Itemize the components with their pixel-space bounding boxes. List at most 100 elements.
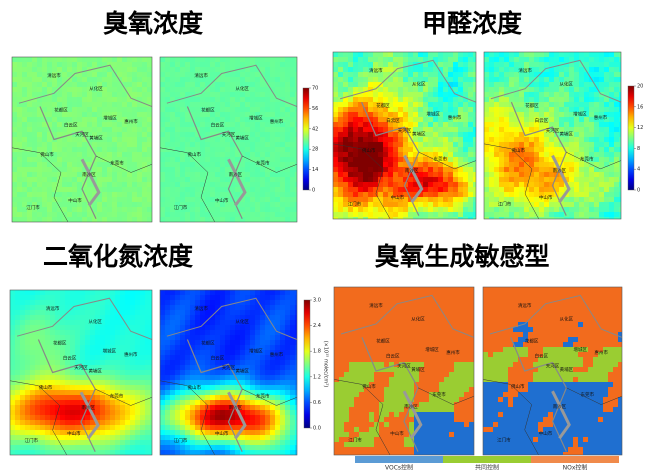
map-cell [45, 350, 51, 356]
map-cell [60, 380, 66, 386]
map-cell [519, 217, 525, 219]
map-cell [373, 167, 379, 173]
map-cell [489, 157, 495, 163]
map-cell [509, 177, 515, 183]
map-cell [534, 107, 540, 113]
map-cell [398, 127, 404, 133]
map-cell [32, 197, 38, 203]
map-cell [554, 137, 560, 143]
map-cell [137, 67, 143, 73]
map-cell [270, 92, 276, 98]
map-cell [468, 52, 474, 58]
map-cell [443, 97, 449, 103]
map-cell [519, 92, 525, 98]
map-cell [260, 112, 266, 118]
map-cell [468, 182, 474, 188]
map-cell [270, 162, 276, 168]
map-cell [230, 92, 236, 98]
map-cell [195, 102, 201, 108]
map-cell [438, 52, 444, 58]
map-cell [534, 52, 540, 58]
map-cell [42, 62, 48, 68]
map-cell [549, 197, 555, 203]
map-cell [65, 440, 71, 446]
map-cell [205, 92, 211, 98]
map-cell [25, 355, 31, 361]
map-cell [499, 167, 505, 173]
map-cell [408, 77, 414, 83]
map-cell [393, 182, 399, 188]
map-cell [165, 197, 171, 203]
map-cell [95, 430, 101, 436]
map-cell [290, 217, 296, 222]
map-cell [50, 340, 56, 346]
map-cell [240, 300, 246, 306]
map-cell [569, 112, 575, 118]
map-cell [245, 197, 251, 203]
map-cell [210, 152, 216, 158]
map-cell [448, 162, 454, 168]
map-cell [250, 290, 256, 296]
map-cell [147, 137, 152, 143]
map-cell [72, 217, 78, 222]
map-cell [574, 202, 580, 208]
map-cell [240, 177, 246, 183]
map-cell [295, 295, 297, 301]
map-cell [102, 157, 108, 163]
map-cell [67, 187, 73, 193]
map-cell [529, 67, 535, 73]
map-cell [235, 152, 241, 158]
map-cell [220, 77, 226, 83]
map-cell [609, 162, 615, 168]
map-cell [579, 182, 585, 188]
map-cell [338, 212, 344, 218]
map-cell [107, 67, 113, 73]
map-cell [75, 365, 81, 371]
map-cell [363, 137, 369, 143]
map-cell [333, 157, 339, 163]
map-cell [10, 350, 16, 356]
map-cell [147, 192, 152, 198]
map-cell [539, 132, 545, 138]
map-cell [135, 385, 141, 391]
map-cell [413, 57, 419, 63]
map-cell [250, 87, 256, 93]
map-cell [127, 57, 133, 63]
map-cell [594, 157, 600, 163]
map-cell [604, 67, 610, 73]
map-cell [15, 330, 21, 336]
map-cell [504, 107, 510, 113]
map-cell [70, 390, 76, 396]
map-cell [514, 82, 520, 88]
map-cell [27, 217, 33, 222]
map-cell [122, 97, 128, 103]
map-cell [147, 207, 152, 213]
map-cell [115, 435, 121, 441]
map-cell [579, 202, 585, 208]
map-cell [413, 132, 419, 138]
map-cell [539, 177, 545, 183]
map-cell [463, 77, 469, 83]
map-cell [494, 212, 500, 218]
map-cell [559, 152, 565, 158]
map-cell [32, 132, 38, 138]
city-label: 增城区 [103, 348, 117, 355]
map-cell [122, 72, 128, 78]
map-cell [115, 365, 121, 371]
map-cell [584, 172, 590, 178]
map-cell [353, 167, 359, 173]
map-cell [275, 97, 281, 103]
map-cell [175, 62, 181, 68]
map-cell [70, 405, 76, 411]
map-cell [338, 67, 344, 73]
map-cell [584, 182, 590, 188]
map-cell [275, 157, 281, 163]
map-cell [57, 117, 63, 123]
map-cell [403, 207, 409, 213]
map-cell [160, 72, 166, 78]
map-cell [564, 212, 570, 218]
map-cell [494, 67, 500, 73]
city-label: 中山市 [67, 430, 81, 437]
map-cell [55, 440, 61, 446]
map-cell [484, 152, 490, 158]
